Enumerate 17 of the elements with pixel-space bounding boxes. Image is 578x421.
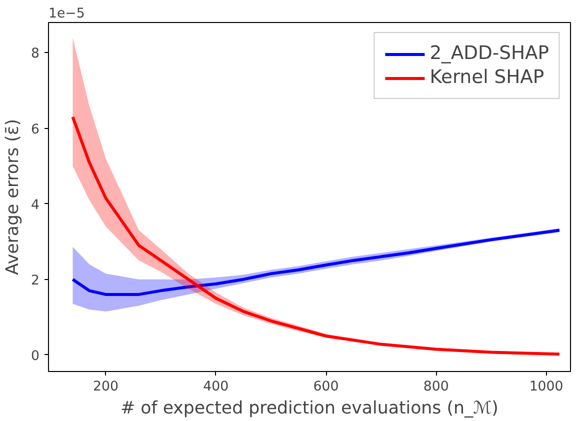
y-tick-label: 0 (31, 348, 40, 364)
x-tick-label: 200 (93, 380, 118, 394)
line-series (71, 115, 561, 356)
text: 1e−5 (48, 6, 85, 22)
x-tick-label: 800 (423, 380, 449, 394)
line-series (71, 228, 561, 296)
x-tick-label: 1000 (529, 380, 564, 394)
y-axis-title: Average errors (ε̄) (3, 118, 24, 276)
y-tick-label: 6 (31, 122, 40, 138)
x-axis-title: # of expected prediction evaluations (n_ℳ) (120, 398, 498, 418)
x-tick-label: 400 (203, 380, 229, 394)
y-tick-label: 2 (31, 273, 40, 288)
y-tick-label: 8 (31, 46, 40, 62)
legend-label: 2_ADD-SHAP (430, 43, 549, 64)
y-tick-label: 4 (31, 198, 40, 213)
legend-label: Kernel SHAP (430, 67, 544, 88)
x-tick-label: 600 (313, 380, 339, 394)
